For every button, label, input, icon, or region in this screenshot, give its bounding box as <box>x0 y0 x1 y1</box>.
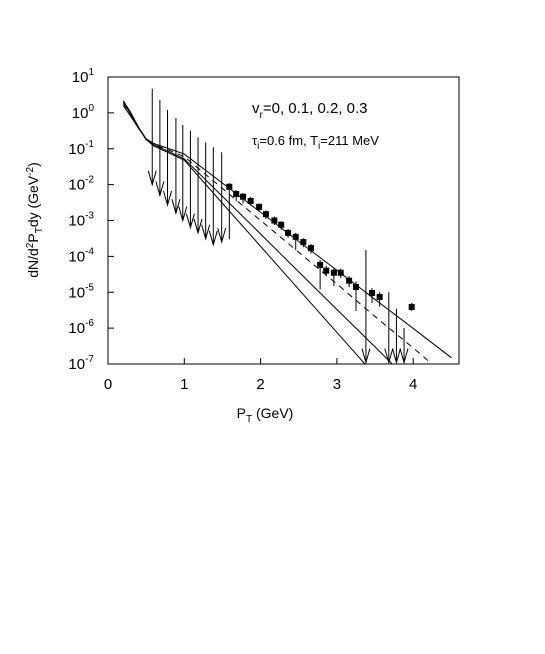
y-tick-exp: -3 <box>85 211 94 222</box>
data-point <box>247 197 254 204</box>
data-point <box>323 267 330 274</box>
y-tick-label: 10-1 <box>68 139 94 158</box>
data-point <box>240 193 247 200</box>
upper-limit <box>391 308 401 364</box>
y-tick-base: 10 <box>68 141 85 158</box>
upper-limit <box>185 130 195 230</box>
y-tick-base: 10 <box>68 177 85 194</box>
y-tick-label: 10-7 <box>68 354 94 373</box>
model-line <box>122 103 433 364</box>
y-tick-base: 10 <box>68 248 85 265</box>
annotation: τi=0.6 fm, Ti=211 MeV <box>252 133 379 152</box>
data-point <box>285 229 292 236</box>
x-tick-label: 1 <box>180 376 188 393</box>
y-tick-exp: -4 <box>85 246 94 257</box>
data-point <box>256 203 263 210</box>
data-point <box>330 269 337 276</box>
plot-area <box>122 88 452 364</box>
upper-limit <box>217 152 227 244</box>
y-axis-label: dN/d2PTdy (GeV-2) <box>25 162 45 278</box>
annotation: vr=0, 0.1, 0.2, 0.3 <box>252 100 368 121</box>
y-tick-label: 10-4 <box>68 246 94 265</box>
upper-limit <box>147 88 157 187</box>
y-tick-exp: -7 <box>85 354 94 365</box>
data-point <box>233 190 240 197</box>
y-tick-base: 10 <box>68 356 85 373</box>
data-point <box>376 293 383 300</box>
upper-limit <box>201 142 211 241</box>
upper-limit <box>384 292 394 364</box>
data-point <box>226 183 233 190</box>
y-tick-base: 10 <box>72 69 89 86</box>
y-tick-label: 100 <box>72 103 95 122</box>
data-point <box>271 217 278 224</box>
upper-limit <box>399 328 409 364</box>
data-point <box>369 290 376 297</box>
model-line <box>122 105 452 359</box>
y-tick-base: 10 <box>68 284 85 301</box>
x-tick-label: 0 <box>104 376 112 393</box>
y-tick-exp: -6 <box>85 318 94 329</box>
upper-limit <box>361 250 371 364</box>
data-point <box>292 233 299 240</box>
upper-limit <box>193 137 203 235</box>
upper-limit <box>208 147 218 247</box>
upper-limit <box>155 99 165 198</box>
y-tick-exp: -5 <box>85 282 94 293</box>
plot-frame <box>107 76 460 365</box>
upper-limit <box>171 117 181 215</box>
data-point <box>352 284 359 291</box>
y-tick-label: 101 <box>72 67 95 86</box>
x-tick-label: 4 <box>409 376 417 393</box>
data-point <box>307 245 314 252</box>
x-tick-label: 3 <box>333 376 341 393</box>
y-tick-exp: 1 <box>88 67 94 78</box>
y-tick-exp: 0 <box>88 103 94 114</box>
data-point <box>408 303 415 310</box>
x-tick-label: 2 <box>256 376 264 393</box>
data-point <box>278 221 285 228</box>
upper-limit <box>163 110 172 207</box>
upper-limit <box>178 124 188 223</box>
data-point <box>262 211 269 218</box>
y-tick-exp: -2 <box>85 175 94 186</box>
y-tick-base: 10 <box>72 105 89 122</box>
y-tick-label: 10-3 <box>68 211 94 230</box>
data-point <box>346 277 353 284</box>
y-tick-label: 10-6 <box>68 318 94 337</box>
y-tick-label: 10-2 <box>68 175 94 194</box>
data-point <box>337 269 344 276</box>
x-axis-label: PT (GeV) <box>237 405 294 425</box>
y-tick-base: 10 <box>68 213 85 230</box>
y-tick-label: 10-5 <box>68 282 94 301</box>
data-point <box>300 239 307 246</box>
data-point <box>317 261 324 268</box>
y-tick-base: 10 <box>68 320 85 337</box>
y-tick-exp: -1 <box>85 139 94 150</box>
